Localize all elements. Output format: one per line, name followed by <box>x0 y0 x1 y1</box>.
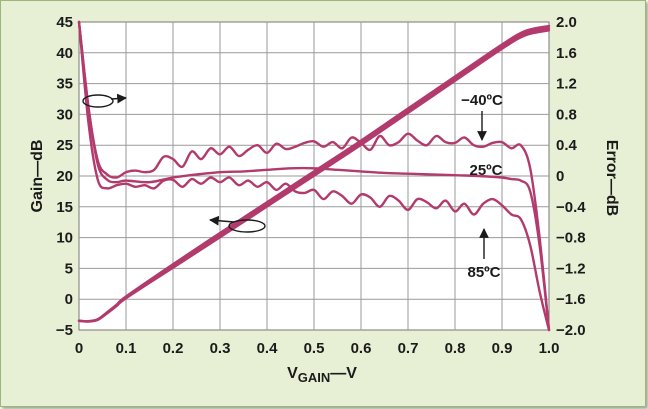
grid <box>79 22 549 330</box>
x-tick-label: 0.5 <box>304 340 325 357</box>
x-tick-label: 0.3 <box>210 340 231 357</box>
x-tick-label: 0.8 <box>445 340 466 357</box>
y-tick-label: 10 <box>56 230 73 247</box>
y-axis-title: Gain—dB <box>29 140 46 213</box>
error-curve-minus-40c <box>77 20 551 332</box>
y-tick-label: 30 <box>56 106 73 123</box>
y2-tick-label: 0.4 <box>556 137 578 154</box>
x-axis-title: VGAIN—V <box>287 365 357 385</box>
error-curve-25c <box>77 20 551 332</box>
y-tick-label: 35 <box>56 76 73 93</box>
y2-tick-label: 1.2 <box>556 76 577 93</box>
y2-tick-label: −1.6 <box>556 291 586 308</box>
gain-curve-companion <box>77 24 551 323</box>
y-tick-label: 15 <box>56 199 73 216</box>
y2-axis-title: Error—dB <box>603 140 620 216</box>
x-tick-label: 0.2 <box>163 340 184 357</box>
x-tick-label: 0.9 <box>492 340 513 357</box>
left-axis-indicator-arrow <box>209 215 235 226</box>
y-tick-label: 0 <box>65 291 73 308</box>
y2-tick-label: −1.2 <box>556 260 586 277</box>
x-tick-label: 0.7 <box>398 340 419 357</box>
error-curve-85c <box>77 20 551 332</box>
y-tick-labels: −5 0 5 10 15 20 25 30 35 40 45 <box>56 14 73 339</box>
y2-tick-label: 0.8 <box>556 106 577 123</box>
annotation-minus-40c: −40ºC <box>461 92 503 109</box>
right-axis-indicator-loop <box>82 94 114 108</box>
x-axis-title-tail: —V <box>330 365 357 382</box>
left-axis-indicator-loop <box>228 219 266 233</box>
x-tick-label: 1.0 <box>539 340 560 357</box>
y-tick-label: 25 <box>56 137 73 154</box>
x-tick-label: 0.6 <box>351 340 372 357</box>
y-tick-label: −5 <box>56 322 73 339</box>
y2-tick-label: −0.8 <box>556 230 586 247</box>
y-tick-label: 20 <box>56 168 73 185</box>
y-tick-label: 40 <box>56 45 73 62</box>
y2-tick-labels: −2.0 −1.6 −1.2 −0.8 −0.4 0 0.4 0.8 1.2 1.6 2.0 <box>556 14 586 339</box>
right-axis-indicator-arrow <box>110 93 127 104</box>
x-tick-label: 0.1 <box>116 340 137 357</box>
annotation-25c: 25ºC <box>470 162 503 179</box>
y2-tick-label: −2.0 <box>556 322 586 339</box>
y-tick-label: 5 <box>65 260 73 277</box>
y2-tick-label: 1.6 <box>556 45 577 62</box>
x-tick-labels: 0 0.1 0.2 0.3 0.4 0.5 0.6 0.7 0.8 0.9 1.0 <box>75 340 560 357</box>
y2-tick-label: 0 <box>556 168 564 185</box>
y2-tick-label: 2.0 <box>556 14 577 31</box>
x-axis-title-sub: GAIN <box>298 370 331 385</box>
y-tick-label: 45 <box>56 14 73 31</box>
y2-tick-label: −0.4 <box>556 199 586 216</box>
x-axis-title-main: V <box>287 365 298 382</box>
annotation-85c: 85ºC <box>468 264 501 281</box>
x-tick-label: 0 <box>75 340 83 357</box>
x-tick-label: 0.4 <box>257 340 279 357</box>
